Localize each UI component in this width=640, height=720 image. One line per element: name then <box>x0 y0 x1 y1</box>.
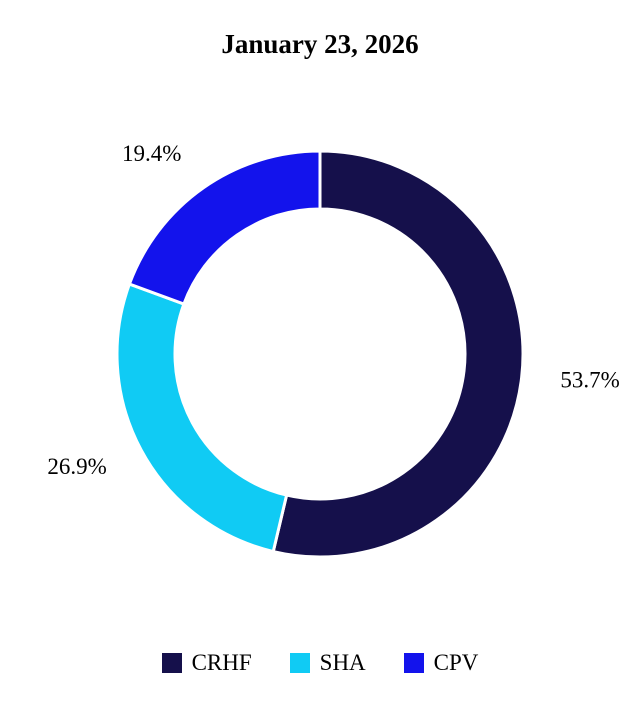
legend-swatch-sha <box>289 653 310 673</box>
legend-label-crhf: CRHF <box>191 650 252 675</box>
legend-label-cpv: CPV <box>433 650 479 675</box>
slice-label-sha: 26.9% <box>47 454 106 479</box>
slice-cpv[interactable] <box>127 149 322 306</box>
donut-slices <box>115 149 525 559</box>
legend-item-cpv[interactable]: CPV <box>403 648 479 678</box>
legend-swatch-crhf <box>161 653 182 673</box>
slice-labels: 53.7% 26.9% 19.4% <box>47 141 619 479</box>
slice-crhf[interactable] <box>271 149 525 559</box>
legend-label-sha: SHA <box>319 650 366 675</box>
legend-item-sha[interactable]: SHA <box>289 648 366 678</box>
chart-title: January 23, 2026 <box>221 29 419 59</box>
legend-swatch-cpv <box>403 653 424 673</box>
legend-item-crhf[interactable]: CRHF <box>161 648 252 678</box>
legend: CRHF SHA CPV <box>0 648 640 678</box>
slice-label-crhf: 53.7% <box>560 367 619 392</box>
slice-label-cpv: 19.4% <box>122 141 181 166</box>
slice-sha[interactable] <box>115 282 289 554</box>
